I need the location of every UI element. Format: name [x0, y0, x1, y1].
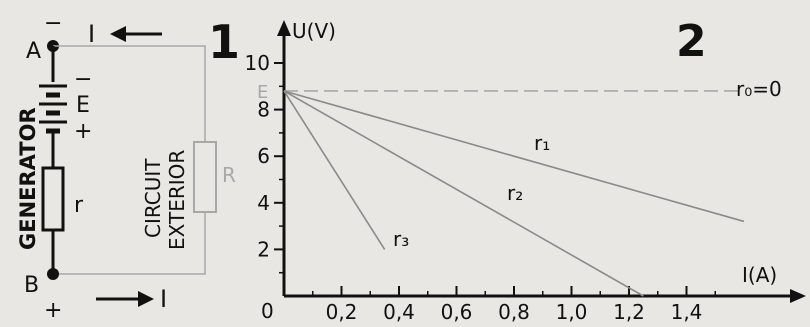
series-line-3 — [283, 90, 386, 250]
series-line-2 — [283, 90, 644, 297]
current-label-top: I — [88, 20, 95, 48]
generator-label: GENERATOR — [16, 107, 40, 250]
node-b-dot — [47, 268, 59, 280]
x-tick-label: 0,8 — [498, 300, 530, 322]
x-ticks: 0,2 0,4 0,6 0,8 1,0 1,2 1,4 — [312, 286, 716, 324]
y-ticks: 2 4 6 8 10 — [245, 51, 284, 274]
y-tick-label: 8 — [257, 98, 270, 122]
emf-axis-label: E — [257, 82, 268, 103]
current-arrowhead-bottom — [138, 291, 154, 307]
y-tick-label: 6 — [257, 144, 270, 168]
y-tick-label: 10 — [245, 51, 270, 75]
wire-bottom — [53, 212, 206, 275]
emf-label: E — [76, 93, 90, 118]
y-tick-label: 4 — [257, 191, 270, 215]
chart-panel: 2 U(V) I(A) 0 E 2 4 6 8 10 0,2 0,4 0,6 0,8 1,0 1,… — [245, 16, 806, 324]
circuit-panel: I − A R − E + r B — [16, 11, 240, 323]
y-axis-title: U(V) — [292, 19, 336, 43]
series-label-3: r₃ — [393, 227, 409, 251]
circuit-label-line1: CIRCUIT — [141, 158, 165, 238]
series-label-0: r₀=0 — [736, 77, 782, 101]
battery-plus-sign: + — [74, 119, 92, 144]
series-lines — [283, 90, 745, 297]
x-tick-label: 1,2 — [613, 300, 645, 322]
node-a-label: A — [26, 39, 41, 64]
y-axis-arrowhead — [277, 20, 291, 36]
minus-sign-top: − — [44, 11, 62, 36]
battery-symbol — [39, 84, 67, 134]
internal-resistor — [41, 166, 65, 232]
current-arrowhead-top — [110, 26, 126, 42]
x-axis-arrowhead — [790, 289, 806, 303]
x-tick-label: 0,6 — [441, 300, 473, 322]
node-b-label: B — [24, 273, 39, 298]
circuit-label-line2: EXTERIOR — [165, 150, 189, 250]
origin-label: 0 — [261, 299, 274, 322]
x-tick-label: 1,0 — [556, 300, 588, 322]
x-tick-label: 1,4 — [671, 300, 703, 322]
internal-resistor-label: r — [74, 193, 84, 218]
panel-label-2: 2 — [676, 16, 707, 67]
series-label-2: r₂ — [507, 181, 523, 205]
x-axis-title: I(A) — [742, 263, 777, 287]
x-tick-label: 0,2 — [326, 300, 358, 322]
x-tick-label: 0,4 — [383, 300, 415, 322]
panel-label-1: 1 — [208, 15, 240, 69]
series-line-1 — [283, 90, 745, 223]
current-label-bottom: I — [160, 285, 167, 313]
series-label-1: r₁ — [534, 131, 550, 155]
load-resistor-label: R — [222, 163, 236, 187]
series-labels: r₀=0 r₁ r₂ r₃ — [393, 77, 782, 251]
battery-minus-sign: − — [74, 67, 92, 92]
plus-sign-bottom: + — [44, 298, 62, 322]
load-resistor — [193, 141, 217, 213]
wire-top — [53, 45, 206, 142]
y-tick-label: 2 — [257, 237, 270, 261]
